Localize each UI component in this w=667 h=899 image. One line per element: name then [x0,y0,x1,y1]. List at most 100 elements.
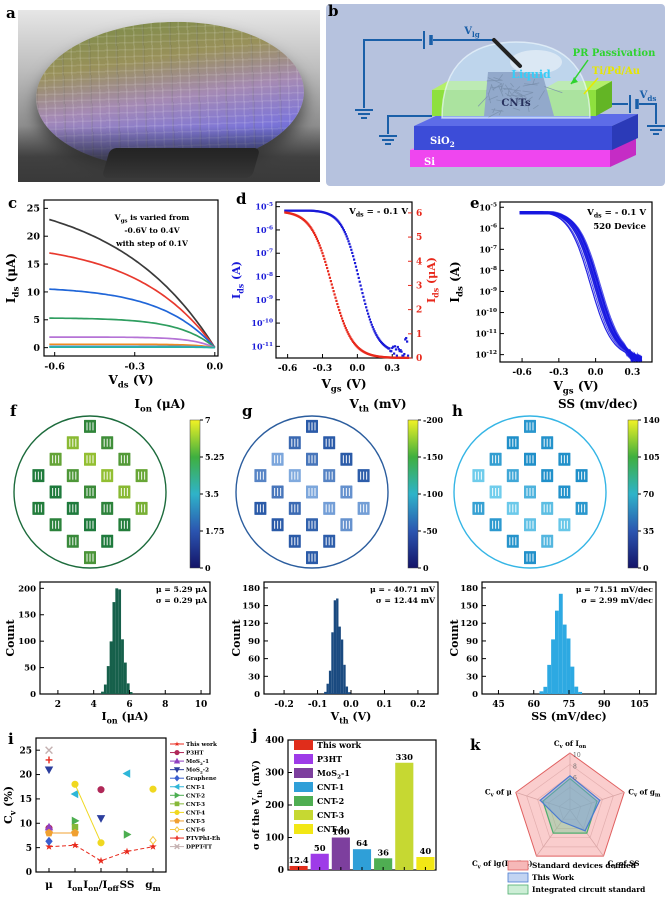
panel-h-ss-map-histogram: SS (mv/dec) 140 105 70 35 0 45 60 75 90 105 0 30 60 90… [448,397,660,723]
svg-text:140: 140 [643,415,660,425]
svg-text:30: 30 [466,672,478,682]
svg-text:Vds (V): Vds (V) [107,373,153,391]
svg-text:0: 0 [423,563,429,573]
svg-text:Ti/Pd/Au: Ti/Pd/Au [592,66,640,77]
svg-text:-0.3: -0.3 [549,368,568,378]
svg-text:Vth (mV): Vth (mV) [348,397,406,415]
svg-text:Ion/Ioff: Ion/Ioff [83,879,119,893]
svg-text:-0.6V to 0.4V: -0.6V to 0.4V [124,226,179,235]
table-surface [18,126,320,182]
svg-text:μ = 5.29 μA: μ = 5.29 μA [156,585,208,594]
svg-text:330: 330 [396,752,414,762]
chart-j-sigma-vth-bars: 0 100 200 300 400 σ of the Vth (mV) 12.4 50 100 6… [251,736,437,876]
svg-text:1: 1 [416,330,422,340]
svg-text:10-12: 10-12 [475,350,497,360]
svg-text:10-8: 10-8 [255,272,273,282]
svg-text:7: 7 [205,415,211,425]
svg-text:PTVPhI-Eh: PTVPhI-Eh [186,836,220,842]
svg-text:25: 25 [19,746,32,756]
svg-text:10-10: 10-10 [475,308,497,318]
svg-text:-0.6: -0.6 [512,368,531,378]
svg-text:12.4: 12.4 [288,855,309,865]
svg-text:0: 0 [30,690,36,700]
svg-text:CNT-1: CNT-1 [317,782,344,792]
svg-text:100: 100 [18,637,36,647]
svg-text:60: 60 [466,655,478,665]
svg-text:0.2: 0.2 [410,700,426,710]
svg-text:0: 0 [26,868,32,878]
svg-text:0: 0 [33,343,40,354]
svg-text:0: 0 [472,690,478,700]
bar-legend: This work P3HT MoS2-1 CNT-1 CNT-2 CNT-3 CNT-4 [294,740,362,834]
svg-text:CNT-2: CNT-2 [186,793,205,799]
chart-i-cv-scatter: 0 5 10 15 20 25 μ Ion Ion/Ioff SS gm Cv (%) This wor… [2,737,220,893]
svg-text:Count: Count [4,618,17,656]
wafer-photo [18,10,320,182]
device-schematic: Vlg Liquid PR Passivation Ti/Pd/Au CNTs SiO2 S… [326,4,665,186]
svg-text:Cv (%): Cv (%) [2,786,17,824]
svg-text:10: 10 [573,752,581,759]
svg-text:Standard devices defined: Standard devices defined [532,861,636,870]
svg-text:-100: -100 [423,489,443,499]
svg-text:0: 0 [205,563,211,573]
svg-text:400: 400 [265,736,284,746]
svg-text:Ids (A): Ids (A) [230,261,245,299]
radar-legend: Standard devices defined This Work Integra… [507,860,645,895]
svg-text:σ = 0.29 μA: σ = 0.29 μA [156,596,208,605]
svg-text:CNT-2: CNT-2 [317,796,344,806]
svg-text:Ion (μA): Ion (μA) [102,710,149,725]
svg-text:45: 45 [492,700,505,710]
svg-text:50: 50 [24,664,36,674]
svg-text:Count: Count [448,618,461,656]
panel-label-g: g [242,402,253,420]
svg-text:200: 200 [265,801,284,811]
svg-text:20: 20 [19,771,32,781]
svg-text:SS: SS [120,879,135,891]
svg-text:70: 70 [643,489,655,499]
svg-text:2: 2 [416,306,422,316]
svg-text:Ion (μA): Ion (μA) [134,397,185,415]
svg-text:0.1: 0.1 [377,700,393,710]
svg-text:180: 180 [460,584,478,594]
svg-text:20: 20 [27,232,41,243]
svg-text:MoS2-1: MoS2-1 [317,768,350,780]
svg-text:P3HT: P3HT [317,754,342,764]
svg-text:3.5: 3.5 [205,489,219,499]
svg-text:Ids (A): Ids (A) [448,261,466,302]
svg-text:60: 60 [248,655,260,665]
svg-text:2: 2 [55,700,61,710]
svg-text:10-6: 10-6 [255,225,273,235]
panel-label-a: a [6,4,16,22]
svg-text:Cv of SS: Cv of SS [608,859,640,870]
svg-text:Si: Si [424,157,435,168]
svg-text:90: 90 [466,637,478,647]
svg-text:5.25: 5.25 [205,452,224,462]
svg-text:Cv of μ: Cv of μ [485,787,513,798]
svg-text:10-9: 10-9 [479,286,497,296]
svg-text:10-7: 10-7 [479,244,497,254]
svg-text:SS (mv/dec): SS (mv/dec) [558,397,638,411]
svg-text:0: 0 [643,563,649,573]
svg-text:Vth (V): Vth (V) [330,710,372,725]
svg-text:-0.2: -0.2 [274,700,293,710]
svg-text:8: 8 [162,700,168,710]
svg-text:0.3: 0.3 [384,364,400,374]
svg-text:μ: μ [45,879,53,891]
svg-text:10-8: 10-8 [479,265,497,275]
svg-text:-200: -200 [423,415,443,425]
svg-text:0: 0 [278,866,284,876]
svg-text:μ = 71.51 mV/dec: μ = 71.51 mV/dec [576,585,653,594]
panel-label-b: b [328,2,339,20]
svg-text:This Work: This Work [532,873,575,882]
svg-text:σ = 12.44 mV: σ = 12.44 mV [376,596,436,605]
svg-text:15: 15 [27,259,40,270]
chart-d-transfer-curve: -0.6 -0.3 0.0 0.3 10-5 10-6 10-7 10-8 10-9 10-10 1… [230,201,440,395]
svg-text:10-5: 10-5 [479,202,497,212]
svg-text:10-5: 10-5 [255,202,273,212]
svg-text:60: 60 [527,700,540,710]
svg-text:10: 10 [19,819,32,829]
svg-text:Vds: Vds [639,90,657,103]
